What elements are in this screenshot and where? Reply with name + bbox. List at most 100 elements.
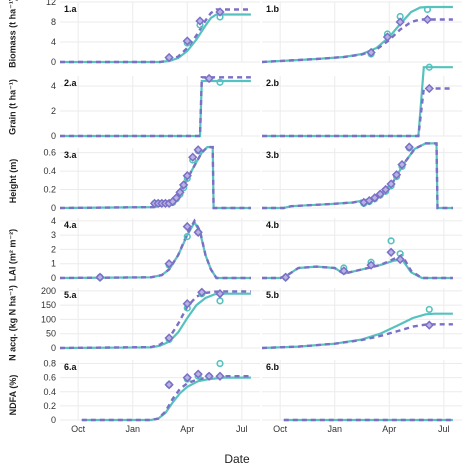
obs-diamond-point-5b-0 <box>424 320 434 330</box>
panel-label-2a: 2.a <box>64 78 78 88</box>
ytick-label-2a-0: 0 <box>51 131 56 141</box>
panel-label-3b: 3.b <box>266 150 280 160</box>
obs-diamond-point-3b-7 <box>397 159 407 170</box>
xtick-label-6a-2: Apr <box>180 424 194 434</box>
panel-bg-6b <box>262 360 462 420</box>
obs-diamond-point-4a-2 <box>182 221 192 232</box>
obs-diamond-point-5a-3 <box>215 289 225 299</box>
series-line-solid-1b <box>261 5 453 64</box>
row-label-ndfa: NDFA (%) <box>0 362 26 428</box>
obs-circle-point-6a-4 <box>216 359 224 368</box>
ytick-label-3a-2: 0.4 <box>43 166 56 176</box>
series-line-dashed-2b <box>262 87 453 138</box>
row-label-height: Height (m) <box>0 148 26 214</box>
xtick-label-6a-3: Jul <box>236 424 248 434</box>
obs-diamond-point-1a-3 <box>215 7 225 17</box>
ytick-label-4a-2: 2 <box>51 244 56 254</box>
xtick-label-6b-0: Oct <box>273 424 288 434</box>
panel-label-4a: 4.a <box>64 220 78 230</box>
obs-circle-point-2a-0 <box>216 78 224 86</box>
obs-circle-point-2b-0 <box>425 63 433 71</box>
obs-diamond-point-4a-0 <box>95 272 105 282</box>
obs-diamond-point-6a-1 <box>182 372 192 383</box>
ylabel-height: Height (m) <box>8 158 18 204</box>
obs-diamond-point-1a-1 <box>182 36 192 46</box>
xtick-label-6b-1: Jan <box>327 424 342 434</box>
xtick-label-6a-1: Jan <box>125 424 140 434</box>
xtick-label-6a-0: Oct <box>71 424 86 434</box>
panel-bg-2b <box>262 76 462 136</box>
obs-diamond-point-3b-8 <box>404 142 414 152</box>
obs-diamond-point-3a-7 <box>175 187 185 197</box>
series-line-dashed-4b <box>262 253 453 280</box>
panel-bg-6a <box>60 360 260 420</box>
panel-bg-4b <box>262 218 462 278</box>
ytick-label-6a-3: 0.6 <box>43 373 56 383</box>
panel-bg-1a <box>60 2 260 62</box>
obs-diamond-point-3b-6 <box>391 170 402 180</box>
panel-bg-5b <box>262 288 462 348</box>
ytick-label-5a-3: 150 <box>41 300 56 310</box>
ylabel-lai: LAI (m² m⁻²) <box>7 228 18 282</box>
series-line-dashed-4a <box>59 218 251 280</box>
xtick-label-6b-2: Apr <box>382 424 396 434</box>
obs-diamond-point-4b-3 <box>386 247 396 257</box>
ytick-label-4a-1: 1 <box>51 259 56 269</box>
ytick-label-2a-2: 4 <box>51 81 56 91</box>
obs-diamond-point-3b-4 <box>380 184 391 195</box>
ytick-label-3a-3: 0.6 <box>43 148 56 158</box>
panel-label-6a: 6.a <box>64 362 78 372</box>
obs-circle-point-1b-3 <box>423 5 432 14</box>
panel-label-1a: 1.a <box>64 4 78 14</box>
ytick-label-1a-2: 8 <box>51 17 56 27</box>
ytick-label-5a-4: 200 <box>41 286 56 296</box>
obs-diamond-point-1b-1 <box>382 32 393 42</box>
panel-bg-3b <box>262 148 462 208</box>
obs-diamond-point-3a-8 <box>178 180 189 190</box>
ylabel-ndfa: NDFA (%) <box>8 374 18 416</box>
ytick-label-5a-2: 100 <box>41 314 56 324</box>
panel-label-4b: 4.b <box>266 220 280 230</box>
ytick-label-1a-0: 0 <box>51 57 56 67</box>
obs-circle-point-5b-0 <box>425 305 433 314</box>
ylabel-grain: Grain (t ha⁻¹) <box>7 79 18 135</box>
obs-diamond-point-6a-0 <box>164 380 174 390</box>
ylabel-n-acq: N acq. (kg N ha⁻¹) <box>7 285 18 361</box>
row-label-n-acq: N acq. (kg N ha⁻¹) <box>0 285 26 361</box>
ytick-label-1a-3: 12 <box>46 0 56 7</box>
ytick-label-2a-1: 2 <box>51 106 56 116</box>
series-line-solid-2a <box>60 79 251 138</box>
obs-diamond-point-5a-0 <box>164 333 174 343</box>
obs-diamond-point-4b-0 <box>280 272 291 282</box>
xtick-label-6b-3: Jul <box>438 424 450 434</box>
obs-diamond-point-2a-0 <box>204 73 214 84</box>
obs-diamond-point-4b-2 <box>366 260 376 270</box>
obs-diamond-point-3b-3 <box>375 189 385 199</box>
obs-diamond-point-1a-2 <box>195 16 205 26</box>
ytick-label-5a-1: 50 <box>46 329 56 339</box>
panel-label-3a: 3.a <box>64 150 78 160</box>
obs-diamond-point-3b-5 <box>386 179 396 189</box>
series-line-dashed-1a <box>60 8 251 64</box>
obs-diamond-point-3a-10 <box>188 152 198 162</box>
series-line-dashed-6a <box>81 375 251 422</box>
obs-diamond-point-3a-11 <box>193 145 203 155</box>
ytick-label-6a-4: 0.8 <box>43 359 56 369</box>
obs-circle-point-4b-3 <box>387 237 395 245</box>
ytick-label-3a-0: 0 <box>51 203 56 213</box>
obs-diamond-point-3a-9 <box>182 171 192 181</box>
row-label-lai: LAI (m² m⁻²) <box>0 222 26 288</box>
x-axis-title: Date <box>224 452 250 466</box>
ytick-label-4a-3: 3 <box>51 230 56 240</box>
obs-diamond-point-6a-2 <box>193 369 203 379</box>
row-label-grain: Grain (t ha⁻¹) <box>0 74 26 140</box>
ytick-label-6a-2: 0.4 <box>43 387 56 397</box>
ytick-label-6a-0: 0 <box>51 415 56 425</box>
panel-label-1b: 1.b <box>266 4 280 14</box>
panel-bg-3a <box>60 148 260 208</box>
series-line-dashed-5b <box>261 323 453 350</box>
obs-diamond-point-4a-1 <box>164 259 174 269</box>
panel-label-2b: 2.b <box>266 78 280 88</box>
obs-diamond-point-6a-4 <box>215 371 225 381</box>
